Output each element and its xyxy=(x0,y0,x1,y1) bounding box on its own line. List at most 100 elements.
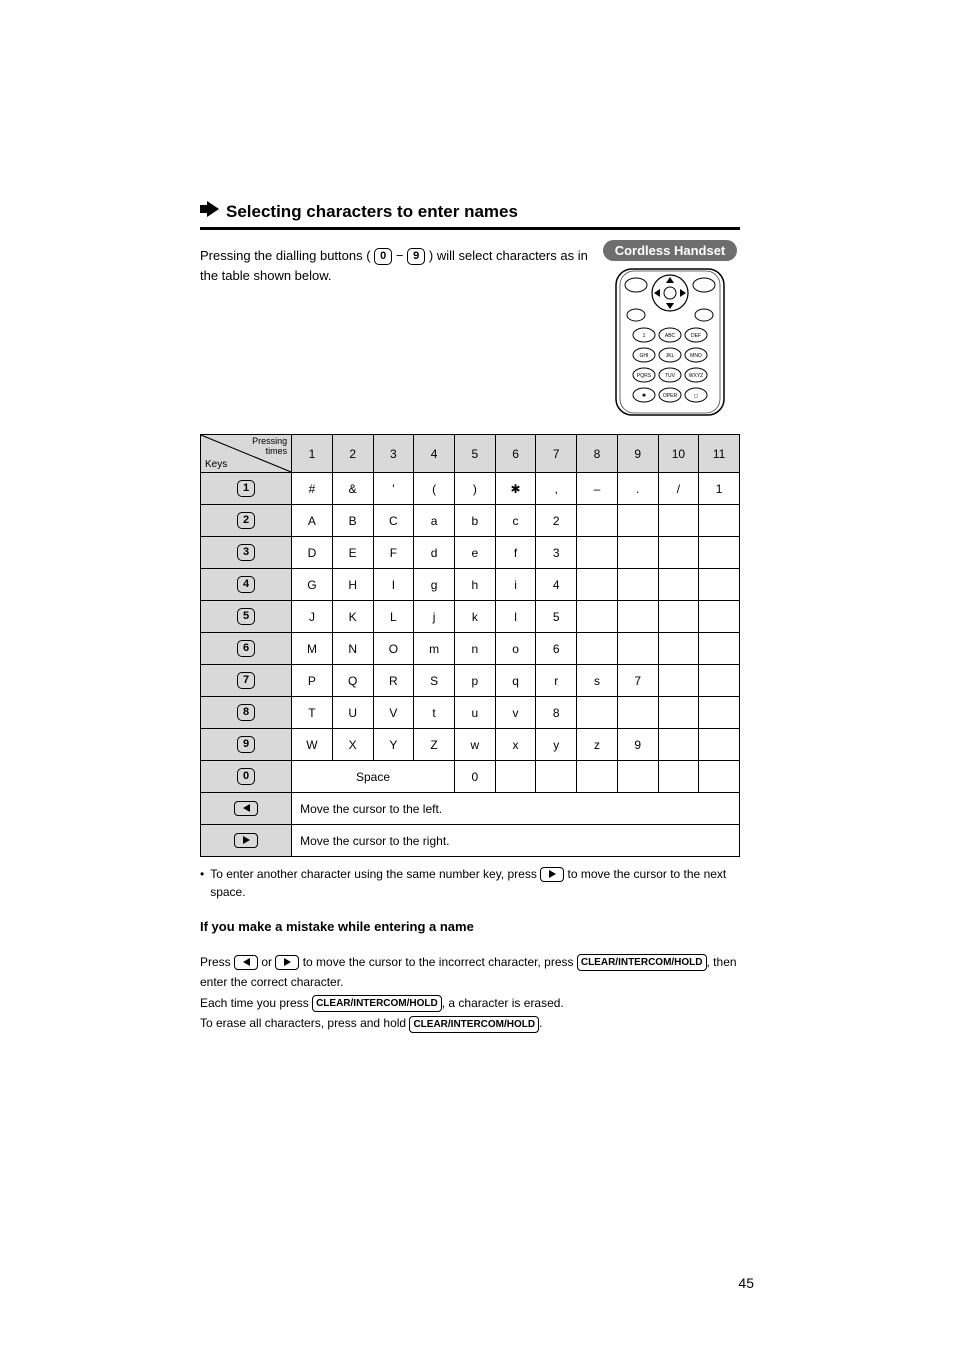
key-0-icon: 0 xyxy=(374,248,392,265)
key-cell xyxy=(201,825,292,857)
key-cell: 5 xyxy=(201,601,292,633)
table-row: 8TUVtuv8 xyxy=(201,697,740,729)
section-header: Selecting characters to enter names xyxy=(200,200,740,230)
table-row: Move the cursor to the left. xyxy=(201,793,740,825)
char-cell: – xyxy=(577,473,618,505)
char-cell xyxy=(658,569,699,601)
char-cell xyxy=(699,761,740,793)
char-cell: # xyxy=(292,473,333,505)
char-cell xyxy=(536,761,577,793)
char-cell xyxy=(658,697,699,729)
char-cell: 2 xyxy=(536,505,577,537)
char-cell: k xyxy=(454,601,495,633)
press-count-header: 5 xyxy=(454,435,495,473)
clear-button-icon-2: CLEAR/INTERCOM/HOLD xyxy=(312,995,442,1012)
char-cell: Y xyxy=(373,729,414,761)
char-cell: ) xyxy=(454,473,495,505)
char-cell xyxy=(577,697,618,729)
key-icon: 0 xyxy=(237,768,255,785)
char-cell: W xyxy=(292,729,333,761)
char-cell: 0 xyxy=(454,761,495,793)
intro-row: Pressing the dialling buttons ( 0 − 9 ) … xyxy=(200,240,740,422)
char-cell: X xyxy=(332,729,373,761)
intro-text: Pressing the dialling buttons ( 0 − 9 ) … xyxy=(200,240,600,285)
char-cell xyxy=(658,633,699,665)
char-cell: j xyxy=(414,601,455,633)
char-cell xyxy=(699,537,740,569)
char-cell: s xyxy=(577,665,618,697)
char-cell xyxy=(658,729,699,761)
char-cell: T xyxy=(292,697,333,729)
char-cell xyxy=(577,505,618,537)
table-row: 1#&'()✱,–./1 xyxy=(201,473,740,505)
char-cell: E xyxy=(332,537,373,569)
character-table: PressingtimesKeys1234567891011 1#&'()✱,–… xyxy=(200,434,740,857)
m1b: or xyxy=(261,955,275,969)
char-cell: q xyxy=(495,665,536,697)
diag-header-bottom: Keys xyxy=(205,459,227,470)
char-cell xyxy=(658,665,699,697)
char-cell: B xyxy=(332,505,373,537)
char-cell: N xyxy=(332,633,373,665)
svg-text:JKL: JKL xyxy=(666,353,675,359)
char-cell xyxy=(699,729,740,761)
mistake-paragraph: Press or to move the cursor to the incor… xyxy=(200,952,740,1034)
key-cell: 4 xyxy=(201,569,292,601)
char-cell xyxy=(658,601,699,633)
char-cell: U xyxy=(332,697,373,729)
char-cell: z xyxy=(577,729,618,761)
table-row: 6MNOmno6 xyxy=(201,633,740,665)
char-cell xyxy=(699,697,740,729)
press-count-header: 2 xyxy=(332,435,373,473)
press-count-header: 9 xyxy=(617,435,658,473)
char-cell: h xyxy=(454,569,495,601)
char-cell xyxy=(617,697,658,729)
svg-text:✱: ✱ xyxy=(642,393,646,399)
key-cell: 2 xyxy=(201,505,292,537)
char-cell xyxy=(577,633,618,665)
key-icon: 1 xyxy=(237,480,255,497)
char-cell: y xyxy=(536,729,577,761)
intro-text-a: Pressing the dialling buttons ( xyxy=(200,248,374,263)
char-cell: , xyxy=(536,473,577,505)
char-cell: / xyxy=(658,473,699,505)
char-cell xyxy=(577,601,618,633)
char-cell: g xyxy=(414,569,455,601)
key-icon: 9 xyxy=(237,736,255,753)
char-cell: x xyxy=(495,729,536,761)
key-icon: 8 xyxy=(237,704,255,721)
press-count-header: 3 xyxy=(373,435,414,473)
char-cell xyxy=(699,601,740,633)
char-cell: c xyxy=(495,505,536,537)
key-cell: 9 xyxy=(201,729,292,761)
char-cell xyxy=(577,537,618,569)
char-cell: ✱ xyxy=(495,473,536,505)
char-cell: I xyxy=(373,569,414,601)
char-cell: D xyxy=(292,537,333,569)
char-cell: M xyxy=(292,633,333,665)
section-title: Selecting characters to enter names xyxy=(226,202,518,222)
intro-text-mid: − xyxy=(396,248,407,263)
right-arrow-button-icon xyxy=(540,867,564,882)
press-count-header: 6 xyxy=(495,435,536,473)
char-cell: & xyxy=(332,473,373,505)
char-cell xyxy=(658,505,699,537)
key-icon: 3 xyxy=(237,544,255,561)
char-cell xyxy=(577,761,618,793)
char-cell: b xyxy=(454,505,495,537)
key-cell: 0 xyxy=(201,761,292,793)
press-count-header: 7 xyxy=(536,435,577,473)
key-cell: 7 xyxy=(201,665,292,697)
press-count-header: 11 xyxy=(699,435,740,473)
char-cell xyxy=(699,569,740,601)
char-cell: O xyxy=(373,633,414,665)
char-cell: o xyxy=(495,633,536,665)
m2b: , a character is erased. xyxy=(442,996,564,1010)
handset-icon: 1ABCDEF GHIJKLMNO PQRSTUVWXYZ ✱OPER◻ xyxy=(610,267,730,417)
key-icon: 4 xyxy=(237,576,255,593)
svg-text:OPER: OPER xyxy=(663,393,678,399)
char-cell xyxy=(617,601,658,633)
key-icon: 5 xyxy=(237,608,255,625)
char-cell: C xyxy=(373,505,414,537)
char-cell: m xyxy=(414,633,455,665)
